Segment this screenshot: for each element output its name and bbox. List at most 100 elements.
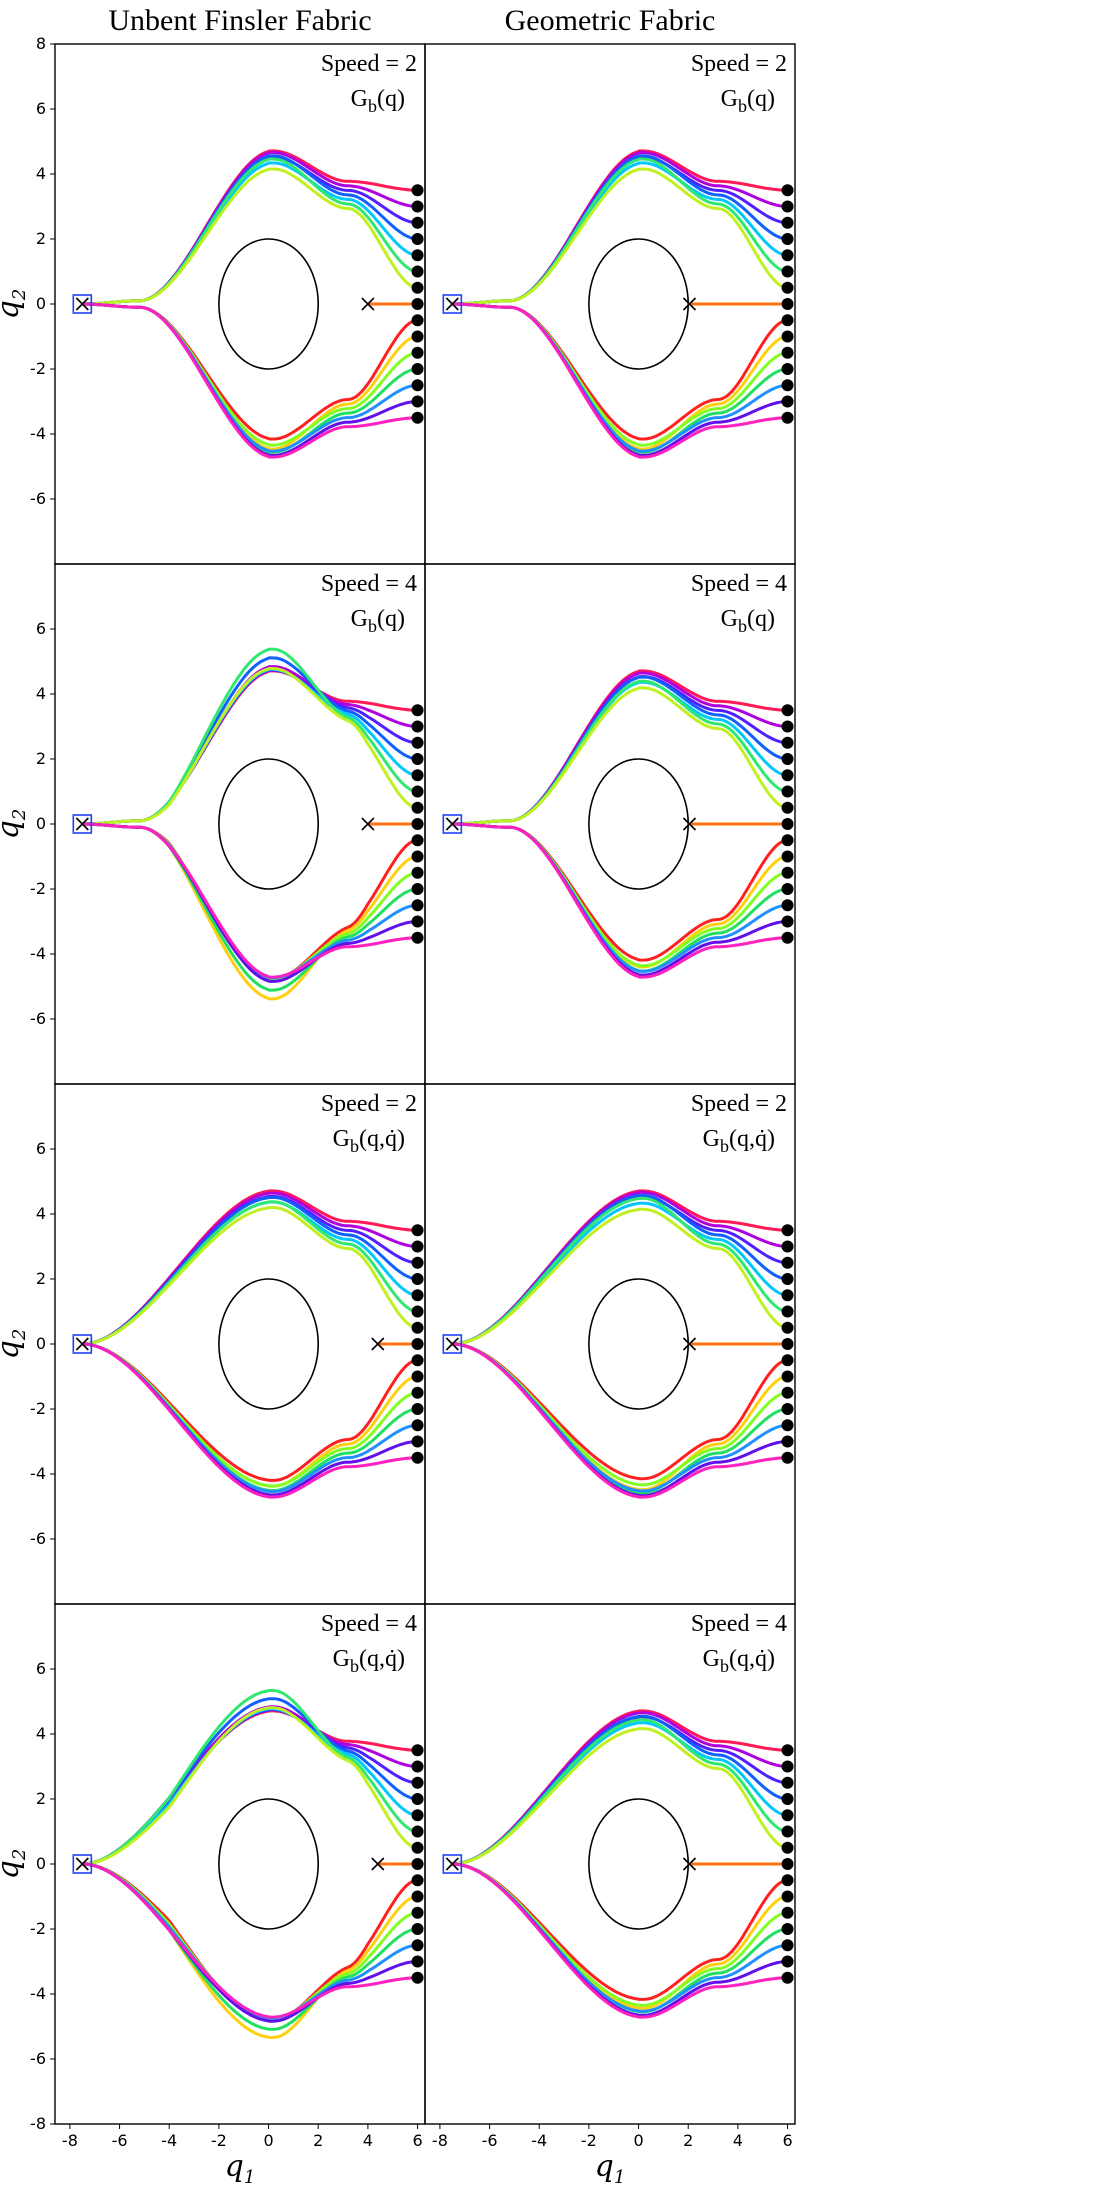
- start-point: [411, 298, 424, 310]
- goal-square: [72, 1334, 93, 1354]
- xtick-label: 2: [683, 2131, 693, 2150]
- panel-frame: [54, 1083, 426, 1605]
- start-point: [411, 379, 424, 392]
- plot-area: [442, 1189, 794, 1499]
- start-point: [411, 233, 424, 245]
- trajectory-line: [82, 822, 418, 982]
- start-point: [411, 1760, 424, 1773]
- trajectory-line: [452, 1207, 788, 1346]
- start-point: [781, 1419, 794, 1432]
- xtick-label: -6: [482, 2131, 498, 2150]
- start-point: [411, 883, 424, 895]
- plot-area: [72, 149, 424, 459]
- ytick-label: 4: [36, 1204, 46, 1223]
- ytick-label: -6: [30, 489, 46, 508]
- field-label: Gb(q): [721, 606, 775, 636]
- start-point: [411, 785, 424, 798]
- goal-cross: [445, 1337, 459, 1351]
- obstacle-circle: [588, 238, 690, 370]
- trajectory-line: [452, 1196, 788, 1346]
- column-title: Geometric Fabric: [505, 4, 716, 37]
- column-title: Unbent Finsler Fabric: [108, 4, 371, 37]
- speed-label: Speed = 2: [321, 1091, 417, 1117]
- start-point: [411, 1451, 424, 1464]
- start-point: [411, 1955, 424, 1968]
- speed-label: Speed = 4: [321, 571, 417, 597]
- start-point: [411, 769, 424, 782]
- ytick-label: 0: [36, 1854, 46, 1873]
- trajectory-line: [452, 167, 788, 306]
- trajectory-line: [82, 1862, 418, 2020]
- obstacle-circle: [218, 1798, 320, 1930]
- start-point: [411, 1224, 424, 1237]
- end-cross: [682, 817, 697, 831]
- start-point: [781, 818, 794, 830]
- ytick-label: -4: [30, 1464, 46, 1483]
- start-point: [781, 363, 794, 375]
- trajectory-line: [82, 1689, 418, 1866]
- start-point: [781, 314, 794, 327]
- xtick-label: 6: [412, 2131, 422, 2150]
- plot-area: [72, 1189, 424, 1499]
- ytick-label: 4: [36, 164, 46, 183]
- goal-square: [442, 294, 463, 314]
- obstacle-circle: [218, 238, 320, 370]
- xlabel: q1: [595, 2149, 626, 2188]
- end-cross: [361, 817, 375, 831]
- trajectory-line: [82, 666, 418, 826]
- trajectory-line: [452, 822, 788, 977]
- start-point: [411, 1386, 424, 1399]
- start-point: [781, 834, 794, 847]
- start-point: [411, 265, 424, 278]
- ytick-label: 0: [36, 294, 46, 313]
- xtick-label: -2: [211, 2131, 227, 2150]
- start-point: [781, 1793, 794, 1805]
- trajectory-line: [82, 167, 418, 306]
- xtick-label: 2: [313, 2131, 323, 2150]
- goal-cross: [75, 297, 89, 311]
- start-point: [781, 1939, 794, 1952]
- start-point: [411, 1858, 424, 1870]
- start-point: [411, 866, 424, 879]
- speed-label: Speed = 4: [321, 1611, 417, 1637]
- ytick-label: -6: [30, 2049, 46, 2068]
- panel-4: Speed = 4 Gb(q): [424, 563, 796, 1085]
- start-point: [411, 1370, 424, 1383]
- obstacle-circle: [218, 758, 320, 890]
- panel-5: Speed = 2 Gb(q,q̇) -6 -4 -2 0 2 4 6 q2: [0, 1083, 426, 1605]
- ytick-label: 6: [36, 619, 46, 638]
- end-cross: [371, 1337, 385, 1351]
- start-point: [781, 1321, 794, 1334]
- start-point: [781, 1809, 794, 1822]
- start-point: [781, 216, 794, 229]
- field-label: Gb(q,q̇): [333, 1646, 405, 1676]
- xtick-label: -4: [161, 2131, 177, 2150]
- trajectory-line: [82, 667, 418, 826]
- plot-area: [442, 1709, 794, 2019]
- start-point: [781, 395, 794, 408]
- xtick-label: 0: [633, 2131, 643, 2150]
- ytick-label: -2: [30, 1919, 46, 1938]
- trajectory-line: [82, 822, 418, 979]
- xtick-label: -8: [62, 2131, 78, 2150]
- goal-square: [72, 814, 93, 834]
- start-point: [411, 200, 424, 213]
- start-point: [411, 314, 424, 327]
- end-cross: [361, 297, 375, 311]
- start-point: [411, 363, 424, 375]
- start-point: [781, 249, 794, 262]
- goal-square: [442, 1334, 463, 1354]
- start-point: [781, 1760, 794, 1773]
- trajectory-line: [82, 647, 418, 826]
- start-point: [411, 704, 424, 717]
- trajectory-line: [82, 1342, 418, 1482]
- start-point: [781, 883, 794, 895]
- ytick-label: -4: [30, 944, 46, 963]
- trajectory-line: [82, 1342, 418, 1499]
- start-point: [411, 801, 424, 814]
- obstacle-circle: [588, 1798, 690, 1930]
- trajectory-line: [82, 1706, 418, 1866]
- start-point: [411, 1906, 424, 1919]
- trajectory-line: [452, 1862, 788, 2019]
